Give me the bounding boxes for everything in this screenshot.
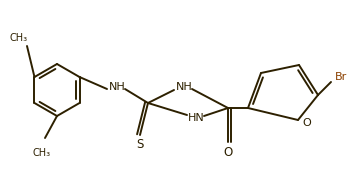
Text: O: O [303,118,311,128]
Text: HN: HN [188,113,204,123]
Text: NH: NH [109,82,125,92]
Text: CH₃: CH₃ [10,33,28,43]
Text: Br: Br [335,72,347,82]
Text: O: O [223,145,233,159]
Text: CH₃: CH₃ [33,148,51,158]
Text: NH: NH [176,82,192,92]
Text: S: S [136,139,144,152]
